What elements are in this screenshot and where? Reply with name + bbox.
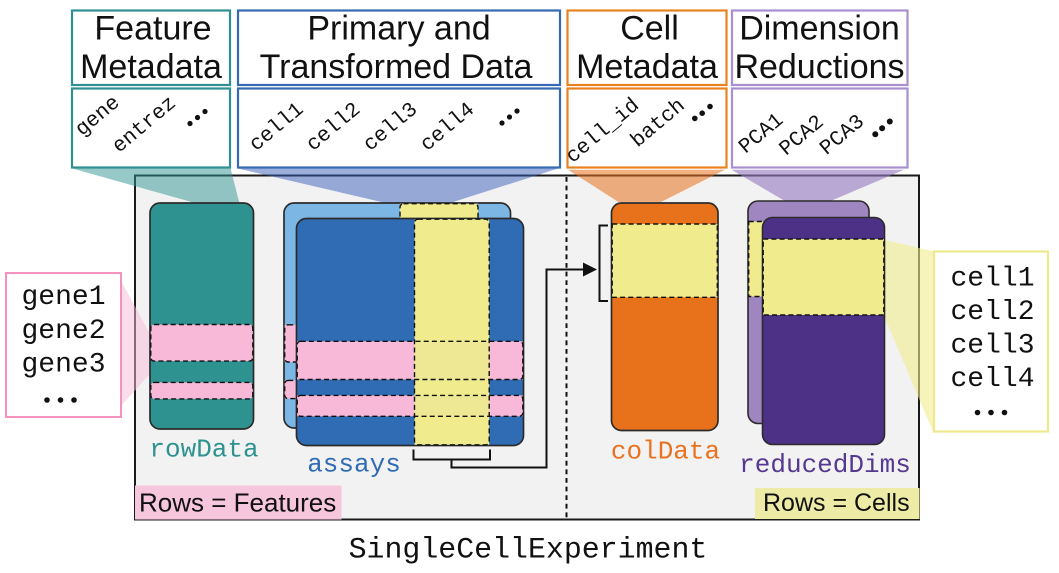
svg-text:SingleCellExperiment: SingleCellExperiment (349, 533, 708, 567)
svg-text:gene3: gene3 (22, 350, 106, 381)
svg-text:colData: colData (611, 437, 720, 467)
svg-text:Rows = Features: Rows = Features (139, 488, 336, 518)
svg-text:Cell: Cell (620, 10, 679, 48)
svg-text:cell1: cell1 (951, 264, 1035, 295)
svg-text:Metadata: Metadata (80, 48, 222, 86)
svg-text:Transformed Data: Transformed Data (260, 48, 533, 86)
svg-text:cell4: cell4 (951, 364, 1035, 395)
svg-text:cell3: cell3 (951, 331, 1035, 362)
svg-text:reducedDims: reducedDims (739, 450, 911, 480)
svg-text:Dimension: Dimension (739, 10, 900, 48)
svg-text:assays: assays (307, 450, 401, 480)
svg-text:cell2: cell2 (951, 297, 1035, 328)
svg-text:Metadata: Metadata (576, 48, 718, 86)
svg-text:Feature: Feature (94, 10, 211, 48)
svg-text:gene2: gene2 (22, 316, 106, 347)
svg-text:Primary and: Primary and (307, 10, 490, 48)
svg-text:gene1: gene1 (22, 282, 106, 313)
svg-text:Reductions: Reductions (734, 48, 904, 86)
svg-text:Rows = Cells: Rows = Cells (763, 489, 910, 517)
svg-text:rowData: rowData (149, 435, 258, 465)
